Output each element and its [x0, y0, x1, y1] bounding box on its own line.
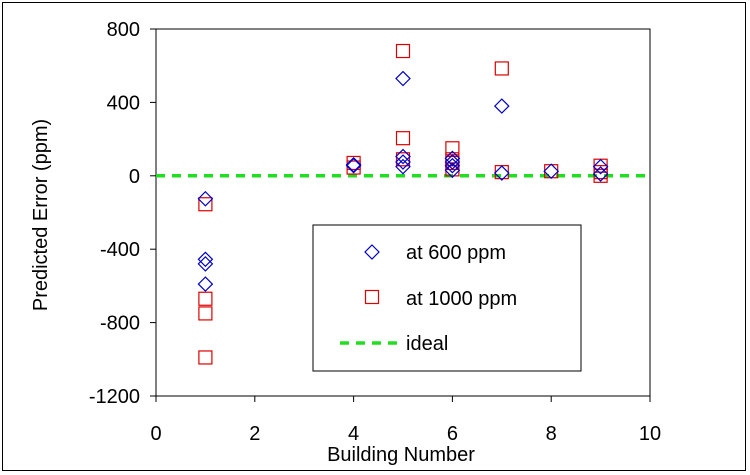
plot-border	[155, 28, 651, 397]
point-600ppm	[197, 251, 214, 268]
point-1000ppm	[346, 160, 361, 175]
point-600ppm	[493, 165, 510, 181]
point-600ppm	[592, 166, 609, 182]
legend-symbol-1000	[364, 289, 380, 305]
x-tick-label: 2	[249, 423, 260, 445]
point-600ppm	[345, 156, 362, 173]
plot-area	[155, 28, 651, 397]
y-tick-label: 0	[129, 166, 140, 188]
point-600ppm	[493, 98, 510, 114]
y-tick-label: 800	[107, 19, 140, 41]
legend-label-ideal: ideal	[406, 333, 448, 355]
point-600ppm	[345, 157, 362, 174]
point-1000ppm	[593, 168, 608, 183]
legend-label-600: at 600 ppm	[406, 242, 506, 264]
legend-box	[312, 224, 582, 372]
point-600ppm	[543, 163, 560, 180]
legend-label-1000: at 1000 ppm	[406, 288, 517, 310]
point-1000ppm	[198, 306, 213, 321]
point-1000ppm	[198, 350, 213, 365]
x-tick-label: 0	[150, 423, 161, 445]
point-1000ppm	[494, 61, 509, 76]
data-marks	[156, 43, 650, 365]
point-600ppm	[592, 158, 609, 175]
point-600ppm	[444, 162, 461, 179]
point-600ppm	[395, 148, 411, 165]
point-600ppm	[197, 256, 214, 272]
point-600ppm	[444, 157, 461, 174]
legend-symbol-600	[364, 244, 380, 260]
point-600ppm	[197, 276, 214, 292]
point-1000ppm	[395, 131, 411, 146]
y-tick-label: -400	[100, 239, 140, 261]
point-600ppm	[444, 150, 461, 167]
point-600ppm	[444, 154, 461, 170]
y-axis-label: Predicted Error (ppm)	[30, 119, 52, 311]
axis-ticks: 0 2 4 6 8 10 800 400 0 -400 -800 -1200	[89, 19, 661, 445]
point-1000ppm	[395, 43, 411, 59]
x-tick-label: 6	[447, 423, 458, 445]
x-axis-label: Building Number	[327, 444, 475, 466]
chart-frame: 0 2 4 6 8 10 800 400 0 -400 -800 -1200 Building Num…	[2, 2, 746, 471]
point-1000ppm	[198, 197, 213, 212]
scatter-chart: 0 2 4 6 8 10 800 400 0 -400 -800 -1200 Building Num…	[30, 19, 661, 466]
x-tick-label: 4	[348, 423, 359, 445]
legend: at 600 ppm at 1000 ppm ideal	[312, 224, 582, 372]
y-tick-label: -1200	[89, 386, 140, 408]
y-tick-label: 400	[107, 92, 140, 114]
x-tick-label: 8	[546, 423, 557, 445]
point-1000ppm	[395, 152, 411, 167]
y-tick-label: -800	[100, 313, 140, 335]
point-600ppm	[395, 154, 411, 170]
point-600ppm	[395, 70, 411, 87]
x-tick-label: 10	[639, 423, 661, 445]
point-600ppm	[395, 158, 411, 175]
point-600ppm	[197, 190, 214, 207]
point-1000ppm	[198, 291, 213, 306]
